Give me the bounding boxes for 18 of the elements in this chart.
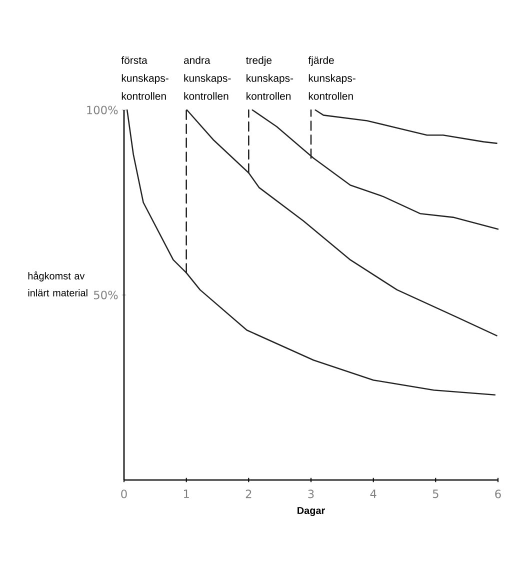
x-tick-label: 3: [308, 490, 314, 498]
annotation: andra kunskaps-kontrollen: [184, 56, 231, 100]
x-tick-label: 1: [184, 490, 189, 498]
x-tick-label: 4: [370, 490, 376, 498]
x-tick-label: 6: [495, 490, 501, 498]
x-tick-label: 0: [121, 490, 127, 498]
annotation: fjärde kunskaps-kontrollen: [308, 56, 356, 100]
x-tick-label: 5: [432, 490, 438, 498]
y-axis-title: hågkomst av inlärt material: [28, 271, 88, 296]
y-tick-label: 50%: [94, 290, 118, 300]
x-axis-title: Dagar: [298, 507, 325, 516]
annotation: första kunskaps-kontrollen: [121, 56, 168, 100]
line-series: [252, 109, 499, 230]
annotation: tredje kunskaps-kontrollen: [246, 56, 294, 100]
x-tick-label: 2: [246, 490, 252, 498]
y-tick-label: 100%: [87, 106, 118, 114]
line-series: [126, 109, 496, 396]
line-series: [314, 109, 498, 144]
